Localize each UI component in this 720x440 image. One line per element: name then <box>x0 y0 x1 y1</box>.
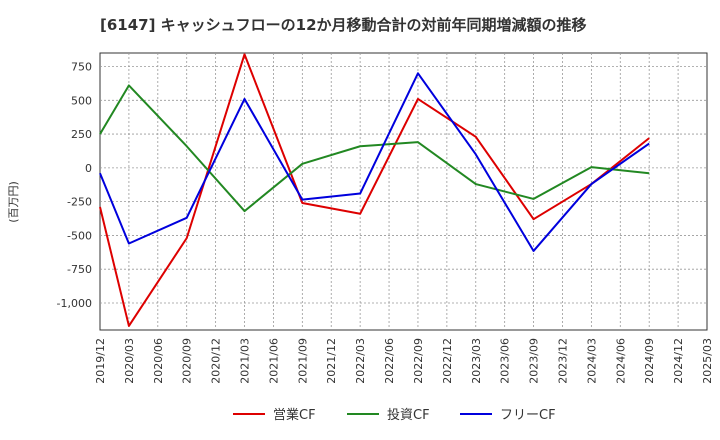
y-tick-label: -500 <box>67 229 92 242</box>
x-tick-label: 2024/06 <box>614 338 627 384</box>
y-tick-label: 250 <box>71 128 92 141</box>
x-axis: 2019/12 2020/03 2020/06 2020/09 2020/12 2021/… <box>94 338 714 384</box>
x-tick-label: 2024/12 <box>672 338 685 384</box>
x-tick-label: 2024/09 <box>643 338 656 384</box>
y-axis: 750 500 250 0 -250 -500 -750 -1,000 <box>57 61 92 310</box>
x-tick-label: 2021/09 <box>296 338 309 384</box>
x-tick-label: 2022/06 <box>383 338 396 384</box>
y-axis-label: (百万円) <box>7 181 20 223</box>
x-tick-label: 2023/12 <box>556 338 569 384</box>
plot-area <box>99 52 708 331</box>
legend-label: フリーCF <box>500 408 556 423</box>
x-tick-label: 2020/09 <box>181 338 194 384</box>
x-tick-label: 2024/03 <box>585 338 598 384</box>
y-tick-label: 0 <box>85 162 92 175</box>
series-line <box>99 84 650 213</box>
legend-label: 営業CF <box>273 407 316 423</box>
x-tick-label: 2021/12 <box>325 338 338 384</box>
x-tick-label: 2022/09 <box>412 338 425 384</box>
y-tick-label: -1,000 <box>57 297 92 310</box>
series-line <box>99 53 650 327</box>
y-tick-label: 500 <box>71 94 92 107</box>
series-lines <box>99 53 650 327</box>
x-tick-label: 2021/06 <box>267 338 280 384</box>
x-tick-label: 2019/12 <box>94 338 107 384</box>
y-tick-label: 750 <box>71 61 92 74</box>
x-tick-label: 2021/03 <box>239 338 252 384</box>
x-tick-label: 2020/06 <box>152 338 165 384</box>
y-tick-label: -750 <box>67 263 92 276</box>
x-tick-label: 2023/03 <box>470 338 483 384</box>
x-tick-label: 2020/03 <box>123 338 136 384</box>
legend: 営業CF 投資CF フリーCF <box>233 407 556 423</box>
y-tick-label: -250 <box>67 196 92 209</box>
x-tick-label: 2025/03 <box>701 338 714 384</box>
chart-title: [6147] キャッシュフローの12か月移動合計の対前年同期増減額の推移 <box>100 16 587 34</box>
x-tick-label: 2022/12 <box>441 338 454 384</box>
x-tick-label: 2023/09 <box>528 338 541 384</box>
x-tick-label: 2020/12 <box>210 338 223 384</box>
legend-label: 投資CF <box>387 407 430 423</box>
x-tick-label: 2023/06 <box>499 338 512 384</box>
x-tick-label: 2022/03 <box>354 338 367 384</box>
series-line <box>99 72 650 252</box>
